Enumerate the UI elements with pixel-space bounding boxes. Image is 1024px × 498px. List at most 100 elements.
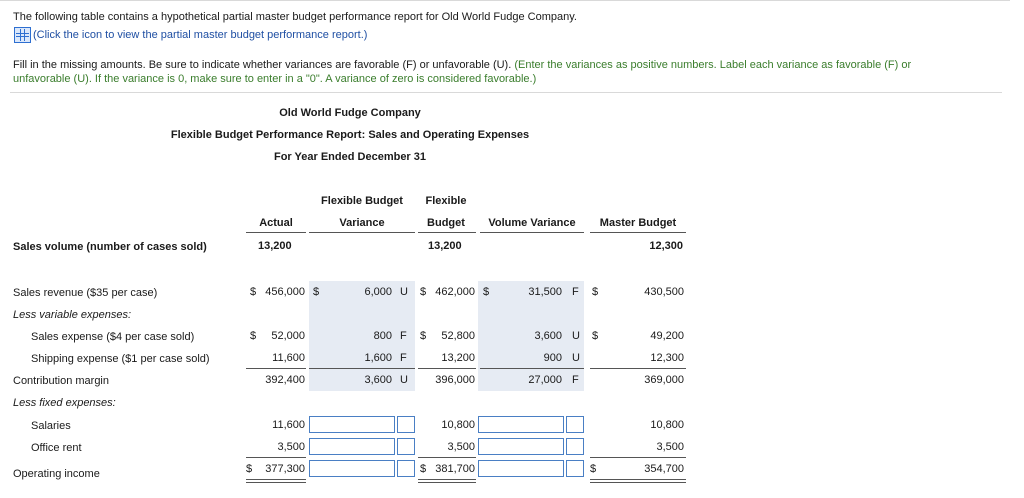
sales-expense-fbv: 800 — [373, 330, 392, 342]
section-divider — [10, 92, 1002, 93]
opinc-flex: 381,700 — [435, 463, 475, 475]
opinc-fbv-input[interactable] — [309, 460, 395, 477]
rent-fbv-input[interactable] — [309, 438, 395, 455]
sales-revenue-label: Sales revenue ($35 per case) — [13, 287, 158, 299]
dollar-sign: $ — [250, 330, 257, 342]
contribution-margin-label: Contribution margin — [13, 375, 109, 387]
subtotal-underline — [418, 457, 476, 458]
sales-expense-vv: 3,600 — [534, 330, 562, 342]
header-underline — [480, 232, 584, 233]
volume-actual: 13,200 — [258, 240, 292, 252]
opinc-vv-fu-input[interactable] — [566, 460, 584, 477]
subtotal-underline — [590, 457, 686, 458]
instructions-hint: (Enter the variances as positive numbers… — [514, 59, 912, 71]
contribution-actual: 392,400 — [265, 374, 305, 386]
contribution-fbv-fu: U — [400, 374, 408, 386]
contribution-master: 369,000 — [644, 374, 684, 386]
shipping-expense-fbv-fu: F — [400, 352, 407, 364]
sales-expense-master: 49,200 — [650, 330, 684, 342]
salaries-actual: 11,600 — [272, 419, 305, 431]
less-fixed-label: Less fixed expenses: — [13, 397, 116, 409]
dollar-sign: $ — [246, 463, 253, 475]
sales-master: 430,500 — [644, 286, 684, 298]
total-double-underline — [246, 479, 306, 480]
sales-actual: 456,000 — [265, 286, 305, 298]
sales-expense-label: Sales expense ($4 per case sold) — [31, 331, 195, 343]
sales-vv: 31,500 — [528, 286, 562, 298]
header-master-budget: Master Budget — [599, 217, 677, 229]
contribution-vv: 27,000 — [528, 374, 562, 386]
less-variable-label: Less variable expenses: — [13, 309, 132, 321]
volume-master: 12,300 — [649, 240, 683, 252]
shipping-expense-vv-fu: U — [572, 352, 580, 364]
total-double-underline — [246, 482, 306, 483]
dollar-sign: $ — [592, 286, 599, 298]
table-icon[interactable] — [14, 27, 31, 43]
header-flex-line1: Flexible — [425, 195, 467, 207]
operating-income-label: Operating income — [13, 468, 100, 480]
shipping-expense-vv: 900 — [543, 352, 562, 364]
top-divider — [0, 0, 1010, 1]
sales-fbv-fu: U — [400, 286, 408, 298]
header-fbv-line2: Variance — [339, 217, 385, 229]
rent-fbv-fu-input[interactable] — [397, 438, 415, 455]
header-underline — [590, 232, 686, 233]
sales-vv-fu: F — [572, 286, 579, 298]
contribution-flex: 396,000 — [435, 374, 475, 386]
report-period: For Year Ended December 31 — [273, 151, 427, 163]
intro-text: The following table contains a hypotheti… — [13, 11, 577, 23]
header-underline — [418, 232, 476, 233]
company-name: Old World Fudge Company — [279, 107, 421, 119]
total-double-underline — [590, 482, 686, 483]
rent-vv-fu-input[interactable] — [566, 438, 584, 455]
opinc-fbv-fu-input[interactable] — [397, 460, 415, 477]
rent-flex: 3,500 — [447, 441, 475, 453]
salaries-fbv-fu-input[interactable] — [397, 416, 415, 433]
salaries-fbv-input[interactable] — [309, 416, 395, 433]
volume-flex: 13,200 — [428, 240, 462, 252]
subtotal-underline — [590, 368, 686, 369]
report-title: Flexible Budget Performance Report: Sale… — [170, 129, 530, 141]
salaries-master: 10,800 — [650, 419, 684, 431]
contribution-fbv: 3,600 — [364, 374, 392, 386]
header-underline — [246, 232, 306, 233]
dollar-sign: $ — [592, 330, 599, 342]
instructions-main: Fill in the missing amounts. Be sure to … — [13, 59, 512, 71]
dollar-sign: $ — [250, 286, 257, 298]
opinc-vv-input[interactable] — [478, 460, 564, 477]
dollar-sign: $ — [483, 286, 490, 298]
shipping-expense-master: 12,300 — [650, 352, 684, 364]
instructions: Fill in the missing amounts. Be sure to … — [13, 59, 911, 72]
subtotal-underline — [246, 457, 306, 458]
total-double-underline — [418, 479, 476, 480]
sales-fbv: 6,000 — [364, 286, 392, 298]
salaries-vv-fu-input[interactable] — [566, 416, 584, 433]
rent-master: 3,500 — [656, 441, 684, 453]
sales-expense-fbv-fu: F — [400, 330, 407, 342]
opinc-master: 354,700 — [644, 463, 684, 475]
rent-actual: 3,500 — [277, 441, 305, 453]
sales-expense-flex: 52,800 — [441, 330, 475, 342]
dollar-sign: $ — [420, 330, 427, 342]
dollar-sign: $ — [313, 286, 320, 298]
vv-column-shade — [478, 281, 584, 391]
dollar-sign: $ — [590, 463, 597, 475]
header-volume-variance: Volume Variance — [488, 217, 576, 229]
sales-expense-vv-fu: U — [572, 330, 580, 342]
salaries-flex: 10,800 — [441, 419, 475, 431]
subtotal-underline — [418, 368, 476, 369]
rent-vv-input[interactable] — [478, 438, 564, 455]
dollar-sign: $ — [420, 463, 427, 475]
header-underline — [309, 232, 415, 233]
contribution-vv-fu: F — [572, 374, 579, 386]
subtotal-underline — [309, 368, 415, 369]
total-double-underline — [590, 479, 686, 480]
shipping-expense-actual: 11,600 — [272, 352, 305, 364]
salaries-label: Salaries — [31, 420, 71, 432]
volume-label: Sales volume (number of cases sold) — [13, 241, 207, 253]
salaries-vv-input[interactable] — [478, 416, 564, 433]
instructions-hint-cont: unfavorable (U). If the variance is 0, m… — [13, 73, 537, 85]
office-rent-label: Office rent — [31, 442, 82, 454]
view-report-link[interactable]: (Click the icon to view the partial mast… — [33, 29, 368, 41]
dollar-sign: $ — [420, 286, 427, 298]
